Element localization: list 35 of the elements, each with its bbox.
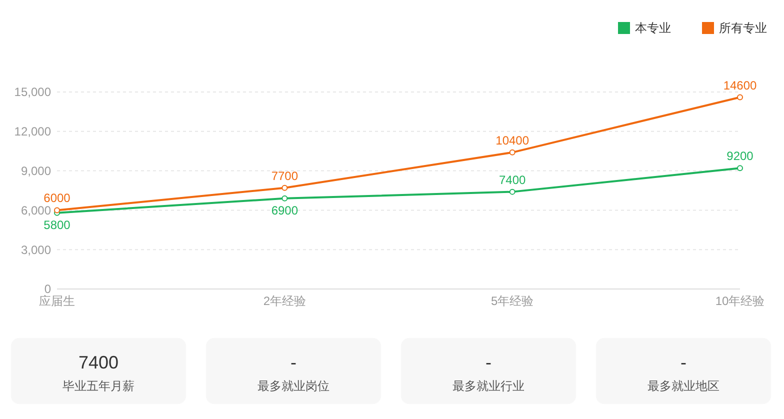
y-tick-label: 15,000 [14, 85, 52, 100]
data-label: 10400 [496, 133, 530, 148]
text: 最多就业行业 [452, 379, 524, 394]
x-tick-label: 2年经验 [263, 294, 306, 308]
data-label: 7700 [271, 168, 298, 183]
data-label: 9200 [726, 149, 754, 164]
point [282, 195, 288, 202]
text: - [486, 352, 492, 372]
y-tick-label: 0 [44, 282, 52, 296]
point [282, 184, 288, 191]
x-tick-label: 5年经验 [490, 294, 534, 308]
point [509, 188, 516, 195]
legend-label: 本专业 [635, 21, 671, 36]
data-label: 7400 [498, 172, 526, 187]
point [509, 149, 516, 156]
y-tick-label: 3,000 [20, 242, 52, 257]
legend-label: 所有专业 [719, 21, 767, 36]
y-tick-label: 12,000 [14, 124, 52, 139]
data-label: 6900 [271, 203, 298, 218]
y-tick-label: 9,000 [20, 164, 52, 178]
x-tick-label: 10年经验 [715, 294, 765, 308]
text: 7400 [78, 352, 119, 372]
point [737, 165, 743, 172]
text: - [290, 352, 296, 372]
point [737, 94, 743, 100]
text: - [680, 352, 686, 372]
text: 毕业五年月薪 [62, 379, 134, 394]
text: 最多就业岗位 [258, 379, 330, 394]
y-tick-label: 6,000 [20, 203, 52, 218]
x-tick-label: 应届生 [39, 294, 75, 308]
data-label: 14600 [723, 78, 758, 92]
data-label: 5800 [44, 218, 71, 232]
text: 最多就业地区 [648, 379, 720, 394]
data-label: 6000 [44, 191, 71, 206]
point [54, 207, 60, 214]
